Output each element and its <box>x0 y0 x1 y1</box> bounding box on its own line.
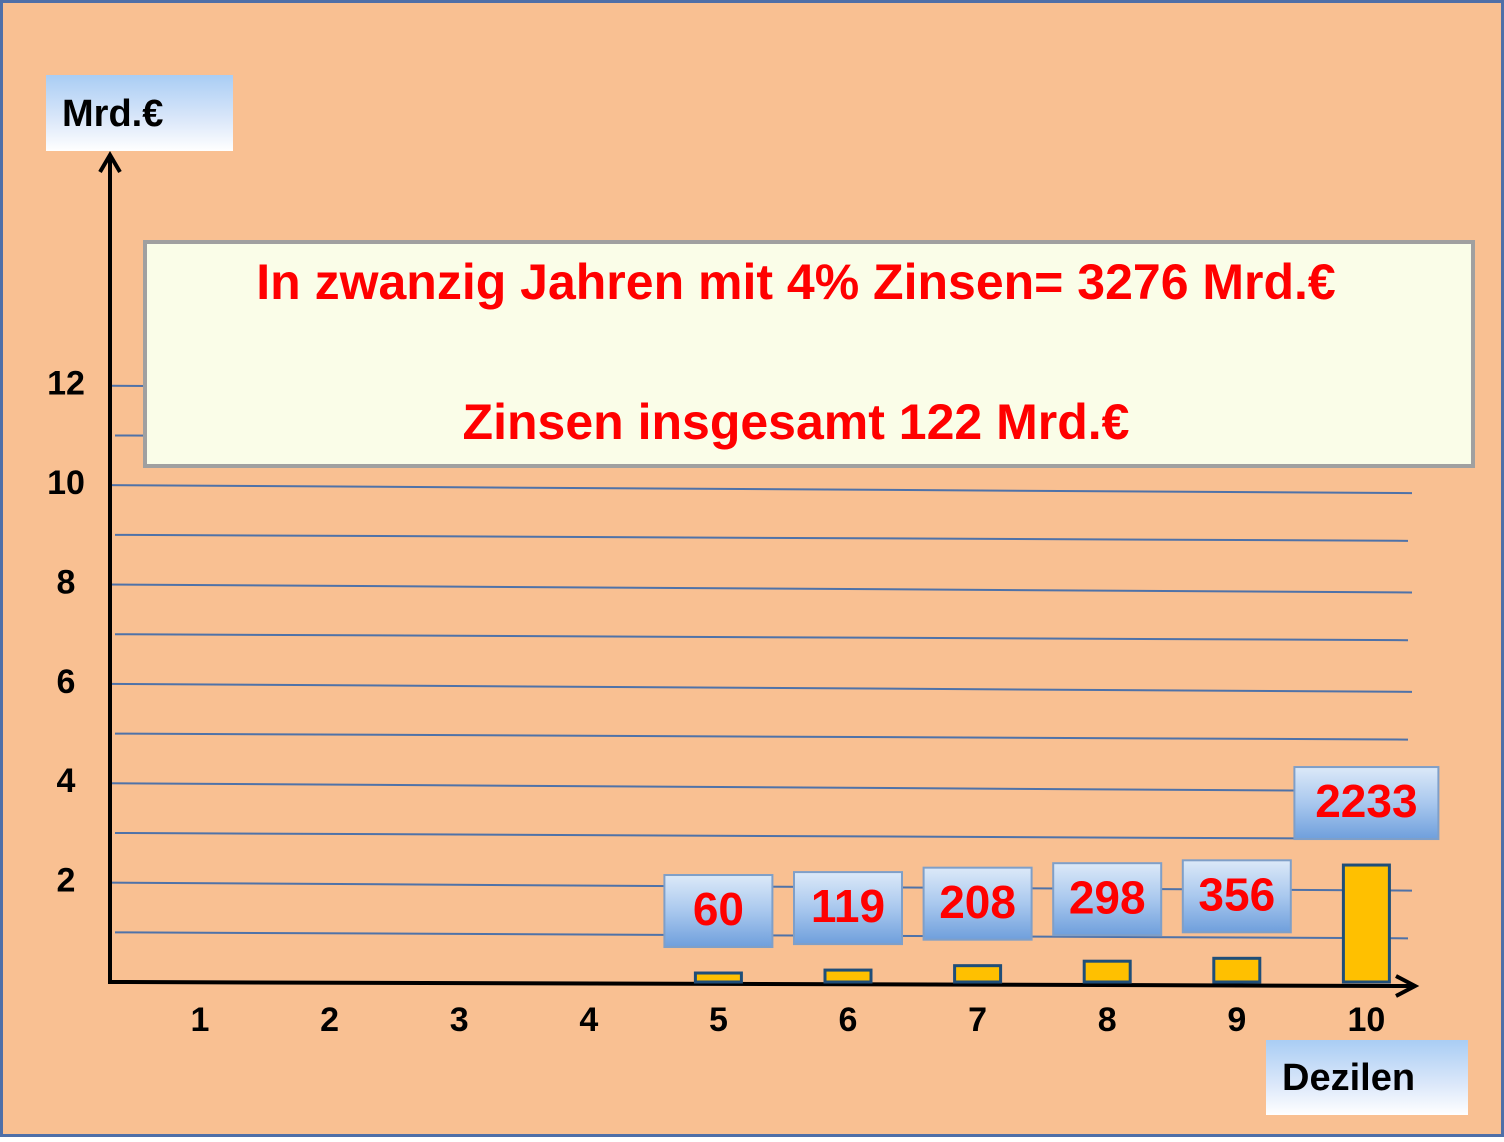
value-label-box <box>922 866 1033 941</box>
x-arrow <box>1395 974 1420 998</box>
x-tick-label: 1 <box>191 1001 210 1039</box>
marks: 60 119 208 298 356 2233 <box>663 766 1440 984</box>
x-tick-label: 4 <box>579 1001 598 1039</box>
x-tick-label: 3 <box>450 1001 469 1039</box>
bar <box>1212 956 1262 984</box>
minor-grid-line <box>114 732 1409 741</box>
value-label: 119 <box>811 880 885 932</box>
minor-grid-line <box>114 831 1409 840</box>
value-label: 298 <box>1069 871 1146 923</box>
x-axis-label: Dezilen <box>1282 1057 1415 1099</box>
x-tick-label: 8 <box>1098 1001 1117 1039</box>
x-tick-label: 5 <box>709 1001 728 1039</box>
value-label: 208 <box>939 876 1016 928</box>
y-arrow <box>98 151 122 174</box>
y-tick-label: 6 <box>57 663 76 701</box>
annotation: Zinsen insgesamt 122 Mrd.€ <box>463 394 1130 450</box>
bar <box>1082 959 1132 984</box>
bar <box>823 968 873 984</box>
annotation-box <box>143 240 1475 468</box>
x-tick-label: 2 <box>320 1001 339 1039</box>
y-axis-label: Mrd.€ <box>62 93 163 135</box>
y-tick-label: 12 <box>47 365 85 403</box>
y-tick-label: 4 <box>57 762 76 800</box>
bar <box>1341 863 1391 984</box>
value-label: 356 <box>1198 868 1275 920</box>
value-label: 2233 <box>1315 775 1417 827</box>
y-tick-label: 2 <box>57 862 76 900</box>
grid-line <box>107 682 1413 693</box>
minor-grid-line <box>114 533 1409 542</box>
minor-grid-line <box>114 633 1409 642</box>
grid-line <box>107 782 1413 793</box>
annotation: In zwanzig Jahren mit 4% Zinsen= 3276 Mr… <box>256 254 1336 310</box>
x-tick-label: 9 <box>1227 1001 1246 1039</box>
x-tick-label: 7 <box>968 1001 987 1039</box>
x-axis <box>107 980 1413 988</box>
value-label-box <box>1181 859 1292 934</box>
value-label-box <box>1293 766 1440 841</box>
bar <box>693 971 743 984</box>
x-label-box <box>1266 1040 1468 1115</box>
bar <box>953 964 1003 984</box>
x-tick-label: 10 <box>1347 1001 1385 1039</box>
value-label-box <box>1052 862 1163 937</box>
grid-line <box>107 583 1413 594</box>
value-label-box <box>793 871 903 946</box>
y-tick-label: 8 <box>57 563 76 601</box>
y-label-box <box>46 75 233 151</box>
x-tick-label: 6 <box>839 1001 858 1039</box>
value-label-box <box>663 874 774 949</box>
grid-line <box>107 484 1413 495</box>
y-tick-label: 10 <box>47 464 85 502</box>
value-label: 60 <box>693 883 744 935</box>
